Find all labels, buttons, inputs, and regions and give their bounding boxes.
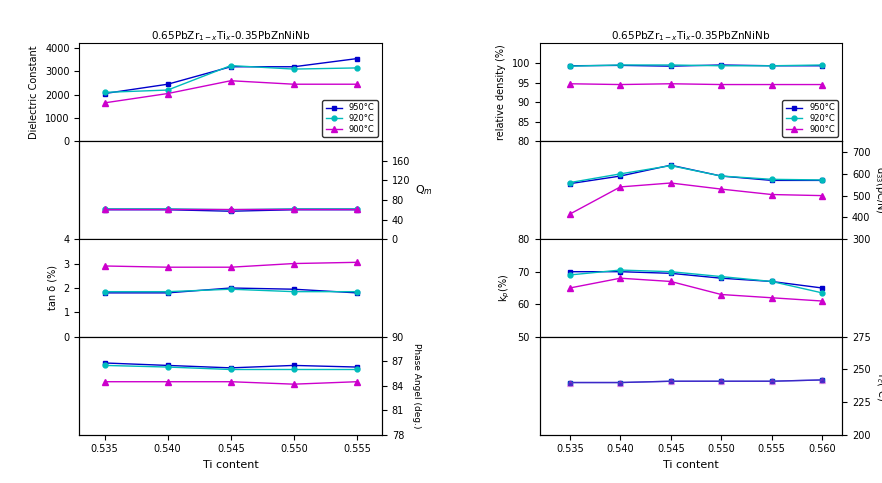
- Y-axis label: T$_c$(°C): T$_c$(°C): [874, 370, 882, 401]
- Legend: 950°C, 920°C, 900°C: 950°C, 920°C, 900°C: [782, 100, 838, 137]
- Title: 0.65PbZr$_{1-x}$Ti$_x$-0.35PbZnNiNb: 0.65PbZr$_{1-x}$Ti$_x$-0.35PbZnNiNb: [151, 29, 310, 43]
- Y-axis label: Dielectric Constant: Dielectric Constant: [29, 45, 40, 139]
- Title: 0.65PbZr$_{1-x}$Ti$_x$-0.35PbZnNiNb: 0.65PbZr$_{1-x}$Ti$_x$-0.35PbZnNiNb: [611, 29, 771, 43]
- X-axis label: Ti content: Ti content: [203, 460, 258, 470]
- Y-axis label: k$_p$(%): k$_p$(%): [497, 274, 512, 302]
- Y-axis label: d$_{33}$(pC/N): d$_{33}$(pC/N): [873, 166, 882, 214]
- Y-axis label: tan δ (%): tan δ (%): [48, 266, 58, 311]
- Y-axis label: relative density (%): relative density (%): [496, 44, 506, 140]
- Y-axis label: Q$_m$: Q$_m$: [415, 183, 433, 197]
- Y-axis label: Phase Angel (deg.): Phase Angel (deg.): [412, 343, 421, 428]
- X-axis label: Ti content: Ti content: [663, 460, 719, 470]
- Legend: 950°C, 920°C, 900°C: 950°C, 920°C, 900°C: [322, 100, 378, 137]
